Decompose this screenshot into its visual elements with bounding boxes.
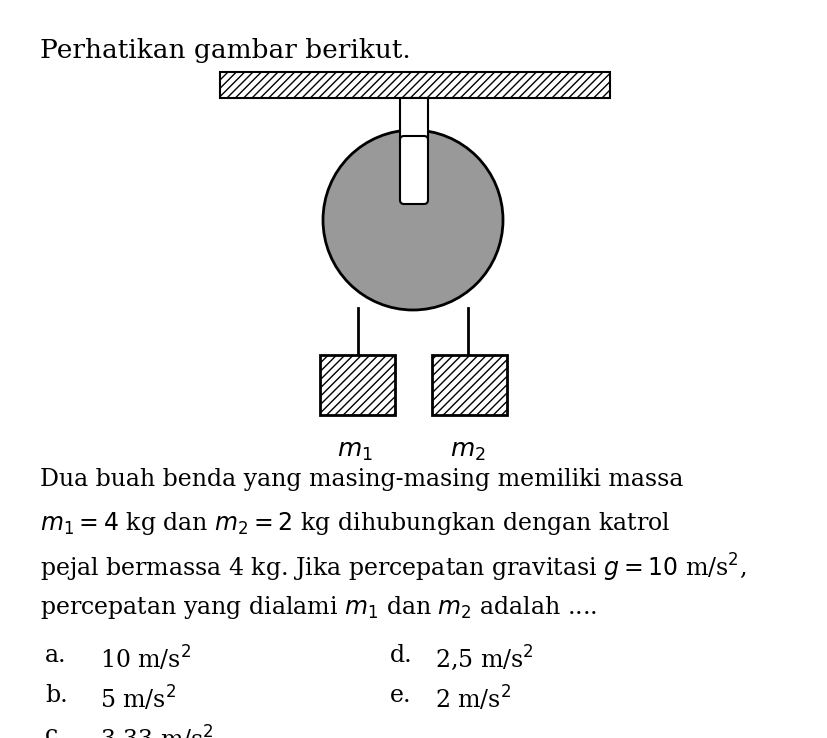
FancyBboxPatch shape bbox=[400, 136, 428, 204]
Text: 2 m/s$^2$: 2 m/s$^2$ bbox=[435, 684, 511, 713]
Bar bbox=[320, 355, 395, 415]
Text: Perhatikan gambar berikut.: Perhatikan gambar berikut. bbox=[40, 38, 411, 63]
Text: d.: d. bbox=[390, 644, 413, 667]
Bar bbox=[220, 72, 610, 98]
Circle shape bbox=[323, 130, 503, 310]
Text: 2,5 m/s$^2$: 2,5 m/s$^2$ bbox=[435, 644, 533, 673]
Text: 10 m/s$^2$: 10 m/s$^2$ bbox=[100, 644, 191, 673]
Bar bbox=[400, 98, 428, 142]
Text: $m_1$: $m_1$ bbox=[337, 440, 373, 463]
Text: c.: c. bbox=[45, 724, 66, 738]
Text: a.: a. bbox=[45, 644, 67, 667]
Text: percepatan yang dialami $m_1$ dan $m_2$ adalah ....: percepatan yang dialami $m_1$ dan $m_2$ … bbox=[40, 594, 597, 621]
Bar bbox=[432, 355, 507, 415]
Text: b.: b. bbox=[45, 684, 68, 707]
Text: pejal bermassa 4 kg. Jika percepatan gravitasi $g = 10$ m/s$^2$,: pejal bermassa 4 kg. Jika percepatan gra… bbox=[40, 552, 746, 584]
Text: e.: e. bbox=[390, 684, 412, 707]
Text: Dua buah benda yang masing-masing memiliki massa: Dua buah benda yang masing-masing memili… bbox=[40, 468, 683, 491]
Text: 5 m/s$^2$: 5 m/s$^2$ bbox=[100, 684, 176, 713]
Text: $m_2$: $m_2$ bbox=[450, 440, 486, 463]
Text: 3,33 m/s$^2$: 3,33 m/s$^2$ bbox=[100, 724, 213, 738]
Text: $m_1 = 4$ kg dan $m_2 = 2$ kg dihubungkan dengan katrol: $m_1 = 4$ kg dan $m_2 = 2$ kg dihubungka… bbox=[40, 510, 671, 537]
